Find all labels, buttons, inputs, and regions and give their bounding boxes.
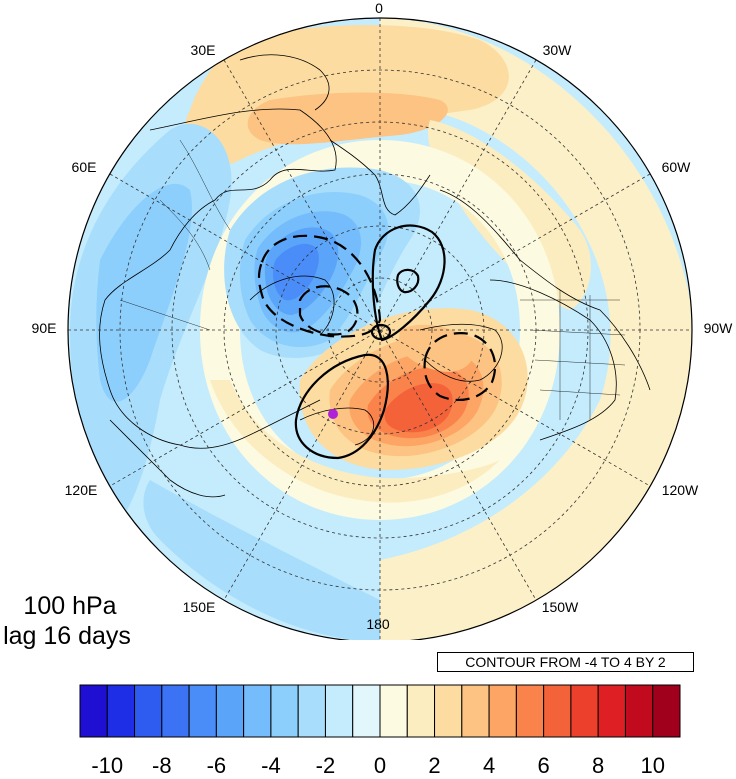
level-label: 100 hPa <box>23 592 117 620</box>
colorbar-tick-label: -8 <box>152 753 172 778</box>
colorbar-box <box>570 684 599 738</box>
colorbar-box <box>324 684 354 738</box>
colorbar-tick-label: 0 <box>374 753 386 778</box>
lon-label-90w: 90W <box>704 320 734 336</box>
colorbar-box <box>188 684 217 738</box>
location-marker <box>328 409 338 419</box>
contour-info-box: CONTOUR FROM -4 TO 4 BY 2 <box>437 652 694 672</box>
graticule <box>68 18 692 640</box>
contour-positive-inner <box>396 268 420 294</box>
lon-label-0: 0 <box>375 0 383 16</box>
colorbar-labels: -10 -8 -6 -4 -2 0 2 4 6 8 10 <box>91 753 665 778</box>
colorbar-box <box>297 684 326 738</box>
contour-positive-atlantic <box>371 224 446 342</box>
shaded-anomaly-field <box>68 18 692 640</box>
political-borders <box>119 139 626 420</box>
map-boundary <box>67 17 693 640</box>
colorbar-tick-label: -6 <box>207 753 227 778</box>
colorbar-tick-label: -2 <box>316 753 336 778</box>
lon-label-120w: 120W <box>662 482 699 498</box>
colorbar-tick-label: 8 <box>592 753 604 778</box>
colorbar-box <box>243 684 272 738</box>
lon-label-30e: 30E <box>191 42 216 58</box>
colorbar-box <box>652 684 681 738</box>
colorbar-box <box>79 684 108 738</box>
polar-stereographic-map: 0 30W 60W 90W 120W 150W 180 150E 120E 90… <box>32 0 734 640</box>
colorbar-tick-label: 10 <box>640 753 664 778</box>
colorbar-tick-label: 2 <box>428 753 440 778</box>
contour-lines <box>257 224 497 460</box>
colorbar-box <box>461 684 490 738</box>
colorbar-box <box>406 684 436 738</box>
colorbar-box <box>624 684 654 738</box>
coastlines <box>99 54 651 498</box>
contour-positive-pacific <box>294 353 389 460</box>
colorbar-box <box>161 684 190 738</box>
lag-label: lag 16 days <box>3 622 131 650</box>
lon-label-60e: 60E <box>72 159 97 175</box>
lon-label-120e: 120E <box>65 482 98 498</box>
lon-label-60w: 60W <box>662 159 692 175</box>
colorbar-tick-label: -4 <box>261 753 281 778</box>
colorbar-box <box>106 684 136 738</box>
colorbar-box <box>543 684 572 738</box>
colorbar-boxes <box>79 684 681 738</box>
lon-label-150w: 150W <box>542 599 579 615</box>
contour-negative-alaska <box>423 332 497 402</box>
colorbar-box <box>134 684 163 738</box>
lon-label-180: 180 <box>366 616 390 632</box>
contour-negative-inner <box>298 285 359 336</box>
lon-label-150e: 150E <box>183 599 216 615</box>
colorbar-tick-label: 6 <box>538 753 550 778</box>
colorbar-box <box>597 684 626 738</box>
colorbar-box <box>515 684 545 738</box>
colorbar-tick-label: 4 <box>483 753 495 778</box>
colorbar-box <box>352 684 381 738</box>
colorbar-box <box>434 684 463 738</box>
colorbar-box <box>488 684 517 738</box>
colorbar-tick-label: -10 <box>91 753 123 778</box>
lon-label-90e: 90E <box>32 320 57 336</box>
contour-pole-small <box>370 323 392 341</box>
colorbar-box <box>270 684 299 738</box>
lon-label-30w: 30W <box>543 42 573 58</box>
colorbar-box <box>215 684 245 738</box>
colorbar-box <box>379 684 408 738</box>
